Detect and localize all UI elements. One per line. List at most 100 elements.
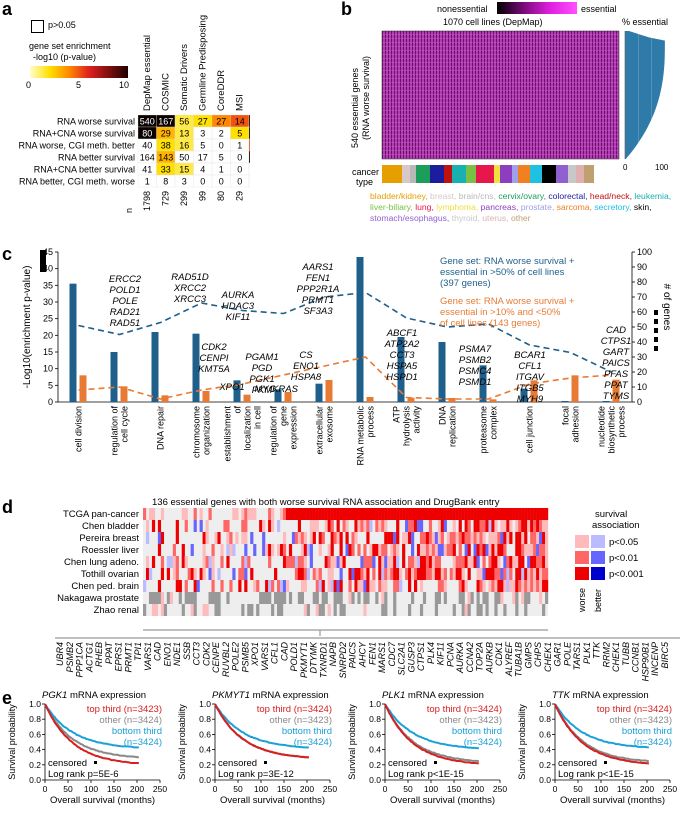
gene-annotation: PPP2R1A [297,284,340,295]
association-cell [473,520,477,532]
association-cell [515,508,519,520]
km-y-tick-label: 0.4 [29,745,41,755]
association-cell [506,580,510,592]
association-cell [342,508,346,520]
cohort-label: Chen lung adeno. [64,557,139,568]
association-cell [419,508,424,520]
association-cell [378,508,382,520]
gene-label: CENPE [211,641,221,673]
cancer-type-bar [382,165,594,183]
gene-label: PLK4 [426,642,436,664]
cancer-type-legend-item: sarcoma, [556,202,595,212]
association-cell [303,508,307,520]
association-cell [542,568,546,580]
scale-bar [40,250,46,272]
association-cell [205,604,209,616]
category-label: nucleotide [597,406,607,447]
association-cell [455,568,459,580]
association-cell [485,568,489,580]
bar-essential-50 [356,257,364,402]
association-cell [363,520,367,532]
association-cell [419,568,424,580]
association-cell [268,520,272,532]
cancer-type-segment [556,165,568,183]
km-x-tick-label: 150 [617,784,631,794]
pct-tick-0: 0 [623,163,628,172]
cancer-type-legend-item: leukemia, [634,191,672,201]
association-cell [431,568,436,580]
km-x-tick-label: 250 [323,784,337,794]
y2-tick-label: 50 [637,322,647,332]
km-bottom-n-label: (n=3424) [124,737,162,748]
association-cell [485,520,489,532]
legend-dash [654,346,658,351]
association-cell [494,520,498,532]
association-cell [324,592,328,604]
association-cell [360,580,364,592]
association-cell [160,592,165,604]
association-cell [419,532,424,544]
association-cell [160,556,165,568]
km-censored-label: censored [218,758,257,769]
association-cell [381,592,385,604]
association-cell [449,568,453,580]
cancer-type-legend: bladder/kidney, breast, brain/cns, cervi… [370,191,680,224]
legend-better-swatch [591,551,605,564]
association-cell [393,556,397,568]
gene-annotation: PSMA7 [459,344,492,355]
association-cell [408,580,412,592]
cancer-type-segment [576,165,584,183]
category-label: RNA metabolic [356,406,366,466]
km-x-tick-label: 50 [403,784,413,794]
bar-essential-10-50 [448,398,456,402]
association-cell [226,532,230,544]
association-cell [205,556,209,568]
heatmap-cell-value: 0 [237,177,242,187]
association-cell [279,580,284,592]
association-cell [357,568,361,580]
association-cell [148,592,153,604]
km-x-tick-label: 100 [84,784,98,794]
km-top-label: top third (n=3423) [87,704,162,715]
association-cell [482,532,486,544]
association-cell [506,520,510,532]
km-censored-label: censored [48,758,87,769]
association-cell [232,508,236,520]
km-curve [44,703,139,765]
association-cell [312,508,316,520]
association-cell [345,508,349,520]
association-cell [181,604,185,616]
association-cell [467,544,471,556]
association-cell [431,544,436,556]
association-cell [217,532,221,544]
cancer-type-legend-item: prostate, [520,202,557,212]
association-cell [363,556,367,568]
association-cell [390,532,394,544]
association-cell [184,556,188,568]
association-cell [318,544,322,556]
association-cell [387,532,391,544]
gene-annotation: RAD51D [171,272,209,283]
gene-label: CCNB1 [631,642,641,673]
association-cell [405,520,409,532]
association-cell [536,556,540,568]
legend-better-swatch [591,567,605,580]
association-cell [259,592,263,604]
association-cell [491,580,495,592]
association-cell [214,532,218,544]
heatmap-cell-value: 41 [142,165,152,175]
association-cell [303,580,307,592]
association-cell [437,532,441,544]
y-tick-label: 30 [43,297,53,307]
gene-annotation: PGK1 [249,374,274,385]
association-cell [277,544,281,556]
heatmap-cell-value: 27 [216,117,226,127]
enrichment-legend-subtitle: -log10 (p-value) [33,52,97,62]
association-cell [363,580,367,592]
km-censored-mark [434,761,437,764]
association-cell [339,556,343,568]
association-cell [452,508,456,520]
gene-annotation: ITGB5 [516,383,544,394]
km-bottom-n-label: (n=3424) [464,737,502,748]
heatmap-cell-value: 1 [219,165,224,175]
